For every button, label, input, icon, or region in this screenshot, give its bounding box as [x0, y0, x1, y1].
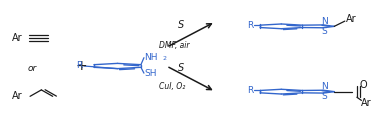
Text: R: R	[247, 21, 253, 30]
Text: S: S	[322, 92, 327, 101]
Text: Ar: Ar	[12, 33, 23, 43]
Text: CuI, O₂: CuI, O₂	[159, 82, 185, 91]
Text: O: O	[360, 80, 367, 90]
Text: NH: NH	[144, 53, 158, 62]
Text: S: S	[322, 27, 327, 36]
Text: N: N	[321, 17, 328, 26]
Text: or: or	[28, 64, 37, 73]
Text: SH: SH	[144, 69, 156, 78]
Text: N: N	[321, 82, 328, 91]
Text: +: +	[76, 59, 87, 73]
Text: 2: 2	[163, 56, 167, 61]
Text: DMF, air: DMF, air	[160, 41, 190, 50]
Text: Ar: Ar	[345, 14, 356, 23]
Text: Ar: Ar	[12, 91, 23, 101]
Text: S: S	[178, 63, 184, 73]
Text: S: S	[178, 20, 184, 30]
Text: R: R	[247, 86, 253, 95]
Text: R: R	[77, 61, 83, 70]
Text: Ar: Ar	[361, 98, 371, 108]
